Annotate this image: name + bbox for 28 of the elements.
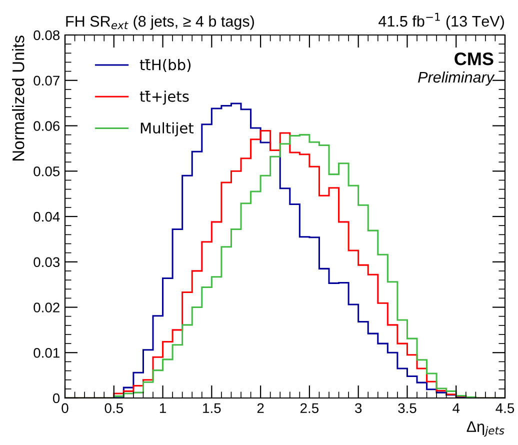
chart-subtitle: 41.5 fb$^{−1}$ (13 TeV) [378, 12, 504, 30]
annotation: CMS [454, 52, 494, 66]
annotation: Preliminary [418, 71, 495, 86]
x-tick-label: 4 [452, 403, 460, 413]
x-tick-label: 2 [257, 403, 264, 413]
x-tick-label: 0 [62, 403, 68, 414]
x-tick-label: 4.5 [496, 403, 514, 414]
y-tick-label: 0.07 [34, 76, 60, 86]
y-tick-label: 0.03 [34, 257, 60, 268]
x-tick-label: 2.5 [300, 403, 319, 414]
chart-title: FH SR$_{ext}$ (8 jets, ≥ 4 b tags) [66, 16, 254, 30]
x-tick-label: 3 [355, 403, 362, 414]
y-tick-label: 0.01 [34, 348, 60, 358]
x-tick-label: 3.5 [398, 403, 416, 414]
legend-label: tt̄H(bb) [140, 59, 191, 72]
y-axis-title: Normalized Units [12, 36, 24, 161]
y-tick-label: 0.06 [34, 121, 60, 131]
x-tick-label: 1 [160, 403, 166, 413]
x-tick-label: 1.5 [203, 403, 221, 414]
x-tick-label: 0.5 [104, 403, 123, 414]
legend-label: tt̄+jets [140, 90, 189, 105]
y-tick-label: 0.08 [34, 30, 60, 40]
y-tick-label: 0.04 [34, 212, 60, 222]
x-axis-title: Δη$_{jets}$ [466, 421, 504, 437]
y-tick-label: 0 [52, 393, 60, 404]
y-tick-label: 0.05 [34, 166, 60, 176]
y-tick-label: 0.02 [34, 302, 60, 312]
legend-label: Multijet [140, 122, 194, 136]
